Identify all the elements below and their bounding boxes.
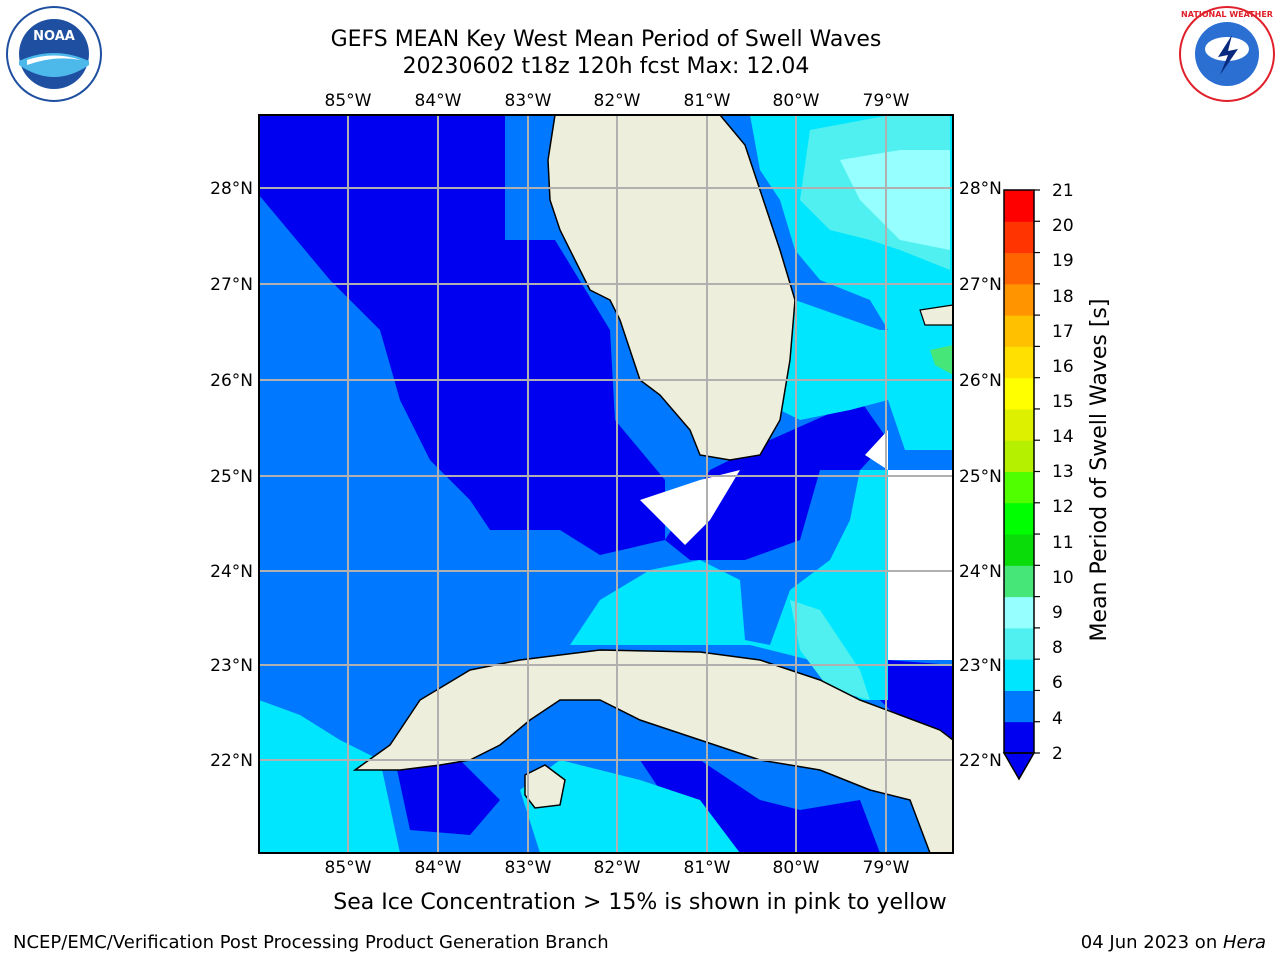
lon-label-bottom: 85°W bbox=[325, 858, 372, 878]
colorbar-tick: 18 bbox=[1052, 287, 1074, 307]
lat-label-left: 28°N bbox=[210, 179, 253, 199]
dark-blue-region-north bbox=[259, 115, 665, 555]
map-subtitle: 20230602 t18z 120h fcst Max: 12.04 bbox=[402, 54, 810, 79]
lon-label-top: 81°W bbox=[684, 91, 731, 111]
pale-cyan-region-ne bbox=[840, 150, 950, 250]
lon-label-top: 84°W bbox=[415, 91, 462, 111]
noaa-logo-icon: NOAA bbox=[6, 6, 102, 102]
lat-label-left: 22°N bbox=[210, 751, 253, 771]
colorbar-tick: 2 bbox=[1052, 744, 1063, 764]
colorbar-swatch bbox=[1004, 596, 1034, 629]
lat-label-left: 25°N bbox=[210, 467, 253, 487]
sea-ice-note: Sea Ice Concentration > 15% is shown in … bbox=[333, 890, 947, 915]
svg-text:NOAA: NOAA bbox=[33, 29, 75, 44]
colorbar-tick: 16 bbox=[1052, 357, 1074, 377]
lat-label-right: 27°N bbox=[959, 275, 1002, 295]
map-grid bbox=[259, 115, 953, 853]
lat-label-left: 26°N bbox=[210, 371, 253, 391]
cyan-region-east2 bbox=[780, 300, 953, 450]
footer-date-text: 04 Jun 2023 on bbox=[1080, 932, 1223, 953]
lat-label-right: 24°N bbox=[959, 562, 1002, 582]
nodata-region-east2 bbox=[865, 430, 888, 470]
lon-label-bottom: 82°W bbox=[594, 858, 641, 878]
colorbar-tick: 15 bbox=[1052, 392, 1074, 412]
map-title: GEFS MEAN Key West Mean Period of Swell … bbox=[330, 27, 882, 52]
colorbar-swatch bbox=[1004, 440, 1034, 472]
lon-label-top: 85°W bbox=[325, 91, 372, 111]
colorbar-swatch bbox=[1004, 190, 1034, 222]
lon-label-bottom: 80°W bbox=[773, 858, 820, 878]
lon-label-top: 83°W bbox=[505, 91, 552, 111]
colorbar-swatch bbox=[1004, 221, 1034, 254]
colorbar-tick: 17 bbox=[1052, 322, 1074, 342]
colorbar-tick: 6 bbox=[1052, 673, 1063, 693]
colorbar-tick: 14 bbox=[1052, 427, 1074, 447]
lon-label-bottom: 83°W bbox=[505, 858, 552, 878]
lat-label-left: 27°N bbox=[210, 275, 253, 295]
colorbar-tick: 13 bbox=[1052, 462, 1074, 482]
colorbar-swatch bbox=[1004, 283, 1034, 316]
colorbar-swatch bbox=[1004, 565, 1034, 598]
lon-label-top: 79°W bbox=[863, 91, 910, 111]
colorbar-tick: 20 bbox=[1052, 216, 1074, 236]
cyan-region-south bbox=[520, 760, 740, 853]
colorbar bbox=[1002, 189, 1040, 781]
colorbar-tick: 11 bbox=[1052, 533, 1074, 553]
colorbar-tick: 4 bbox=[1052, 709, 1063, 729]
light-cyan-region bbox=[790, 600, 870, 700]
nodata-region-keys bbox=[640, 470, 740, 545]
dark-blue-region-south bbox=[395, 760, 500, 835]
colorbar-tick: 21 bbox=[1052, 181, 1074, 201]
lon-label-bottom: 79°W bbox=[863, 858, 910, 878]
colorbar-tick: 12 bbox=[1052, 497, 1074, 517]
colorbar-swatch bbox=[1004, 315, 1034, 347]
footer-date: 04 Jun 2023 on Hera bbox=[1081, 932, 1266, 953]
lat-label-right: 22°N bbox=[959, 751, 1002, 771]
lat-label-right: 23°N bbox=[959, 656, 1002, 676]
lon-label-top: 80°W bbox=[773, 91, 820, 111]
colorbar-swatch bbox=[1004, 471, 1034, 504]
cyan-region-southwest bbox=[259, 700, 400, 853]
dark-blue-region-east bbox=[665, 400, 888, 560]
nodata-region-east bbox=[888, 470, 953, 660]
colorbar-tick: 10 bbox=[1052, 568, 1074, 588]
colorbar-swatch bbox=[1004, 690, 1034, 723]
colorbar-tick: 19 bbox=[1052, 251, 1074, 271]
colorbar-swatch bbox=[1004, 534, 1034, 566]
colorbar-tick: 8 bbox=[1052, 638, 1063, 658]
footer-branch: NCEP/EMC/Verification Post Processing Pr… bbox=[13, 932, 609, 953]
lat-label-left: 24°N bbox=[210, 562, 253, 582]
lat-label-right: 26°N bbox=[959, 371, 1002, 391]
colorbar-swatch bbox=[1004, 627, 1034, 660]
colorbar-tick: 9 bbox=[1052, 603, 1063, 623]
colorbar-swatch bbox=[1004, 377, 1034, 410]
colorbar-swatch bbox=[1004, 408, 1034, 441]
svg-text:NATIONAL WEATHER: NATIONAL WEATHER bbox=[1181, 10, 1273, 19]
colorbar-swatch bbox=[1004, 346, 1034, 379]
lon-label-bottom: 81°W bbox=[684, 858, 731, 878]
footer-host: Hera bbox=[1222, 932, 1266, 953]
colorbar-swatch bbox=[1004, 659, 1034, 691]
nws-logo-icon: NATIONAL WEATHER bbox=[1179, 6, 1275, 102]
green-region bbox=[930, 345, 953, 375]
colorbar-extend-arrow bbox=[1002, 752, 1036, 781]
colorbar-swatch bbox=[1004, 721, 1034, 754]
isla-juventud-land bbox=[524, 764, 566, 809]
lat-label-left: 23°N bbox=[210, 656, 253, 676]
dark-blue-region-se bbox=[880, 660, 953, 740]
colorbar-label: Mean Period of Swell Waves [s] bbox=[1087, 299, 1112, 642]
colorbar-swatch bbox=[1004, 252, 1034, 285]
lon-label-bottom: 84°W bbox=[415, 858, 462, 878]
lon-label-top: 82°W bbox=[594, 91, 641, 111]
colorbar-swatch bbox=[1004, 502, 1034, 535]
lat-label-right: 28°N bbox=[959, 179, 1002, 199]
florida-land bbox=[547, 114, 796, 461]
lat-label-right: 25°N bbox=[959, 467, 1002, 487]
